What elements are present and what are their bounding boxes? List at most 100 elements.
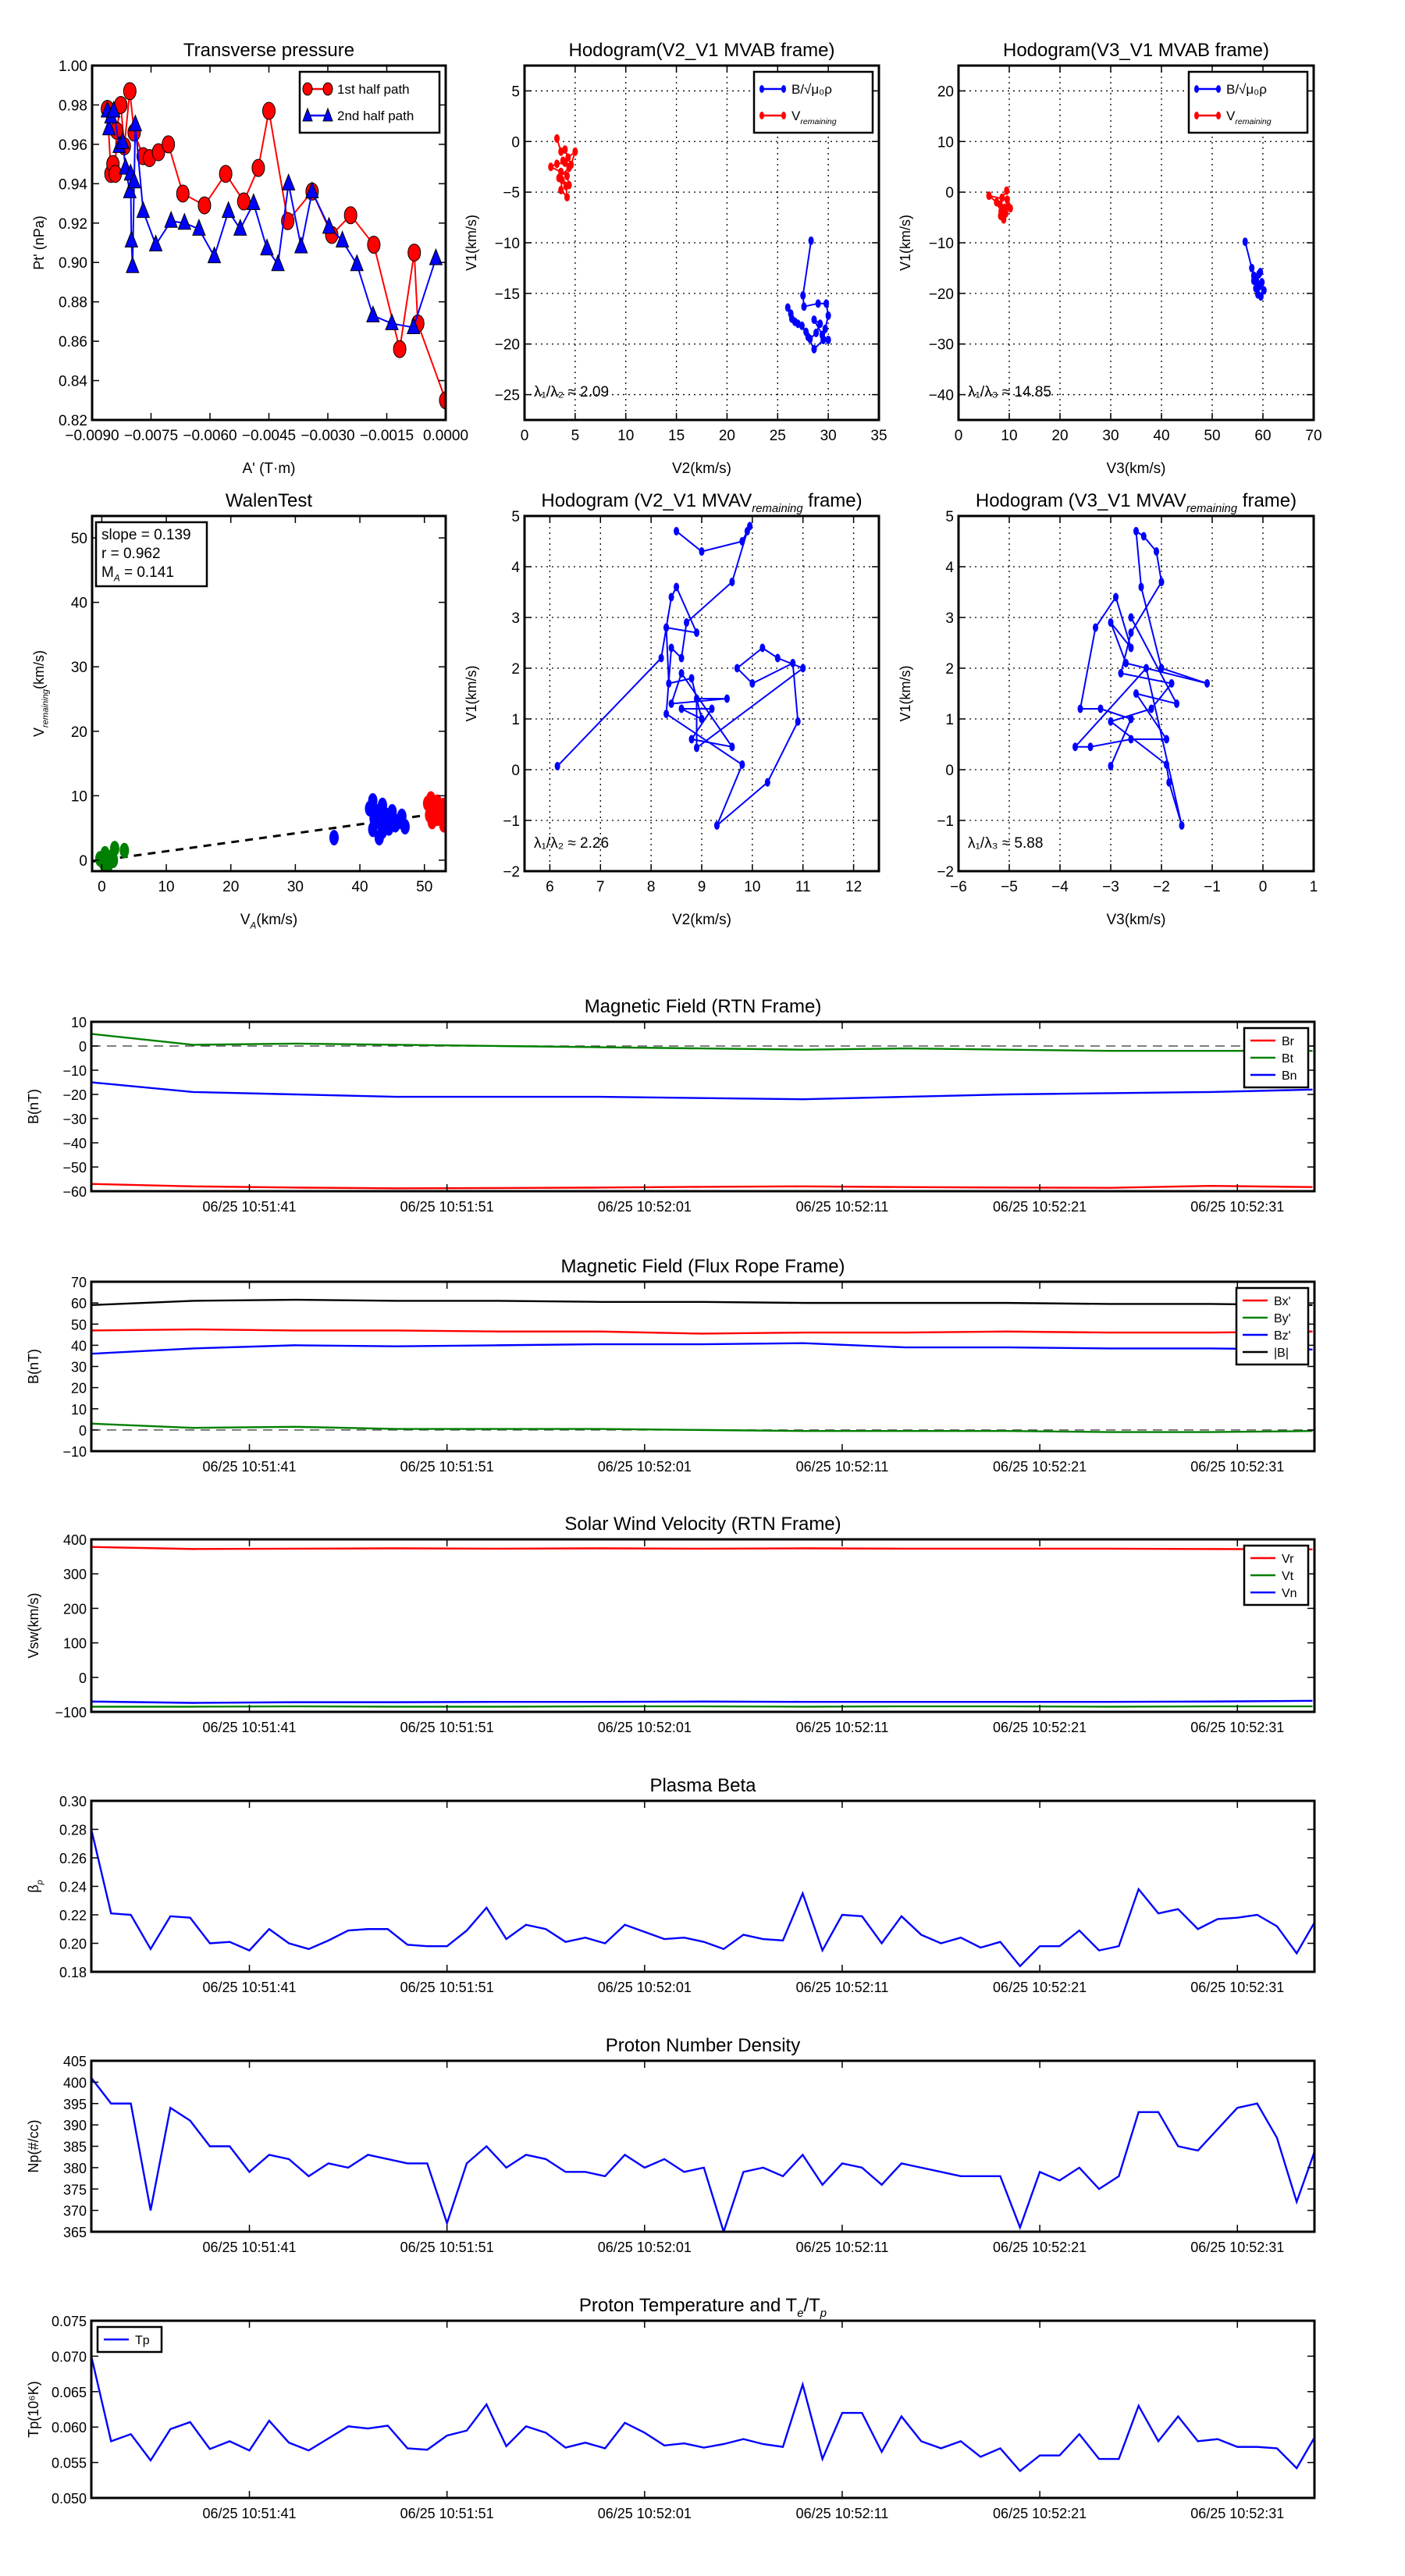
data-point xyxy=(558,186,564,195)
x-tick-label: 06/25 10:51:51 xyxy=(400,1720,494,1735)
data-point xyxy=(997,200,1003,209)
legend-marker xyxy=(759,112,764,119)
data-point xyxy=(374,830,384,846)
x-tick-label: −4 xyxy=(1051,879,1069,895)
legend-label: By' xyxy=(1274,1312,1291,1325)
x-tick-label-part: −3 xyxy=(1102,879,1119,895)
data-point xyxy=(795,717,801,726)
y-tick-label: 20 xyxy=(937,84,954,100)
x-tick-label: 06/25 10:52:01 xyxy=(598,1459,692,1475)
y-tick-label-part: −20 xyxy=(62,1087,87,1103)
x-tick-label: 20 xyxy=(1051,428,1068,444)
legend-label-part: V xyxy=(791,109,801,123)
series-0 xyxy=(91,1328,1313,1335)
x-axis-label-part: V xyxy=(240,912,251,928)
x-tick-label: 06/25 10:51:41 xyxy=(202,2240,296,2255)
annotation: λ₁/λ₂ ≈ 2.26 xyxy=(534,835,609,852)
y-tick-label: 10 xyxy=(71,788,87,805)
plot-area xyxy=(1072,527,1210,830)
y-tick-label-part: 0 xyxy=(511,763,520,779)
y-tick-label-part: 0 xyxy=(79,1423,87,1439)
y-axis-label: V1(km/s) xyxy=(898,666,913,722)
x-tick-label: −0.0045 xyxy=(242,428,296,444)
legend-item: B/√μ₀ρ xyxy=(1194,82,1267,97)
y-tick-label: 3 xyxy=(945,610,954,627)
chart-title: Hodogram(V3_V1 MVAB frame) xyxy=(1003,40,1269,61)
annotation-text-part: = 0.141 xyxy=(120,564,174,581)
x-axis-label: V3(km/s) xyxy=(1107,912,1166,928)
chart-title-part: e xyxy=(797,2307,803,2320)
legend-marker xyxy=(1216,112,1221,119)
data-point xyxy=(800,664,806,673)
x-tick-label: 7 xyxy=(596,879,605,895)
data-point xyxy=(795,319,801,329)
y-tick-label: 0 xyxy=(79,853,87,870)
data-point xyxy=(439,391,446,410)
y-tick-label-part: 400 xyxy=(63,1532,87,1548)
x-tick-label: −3 xyxy=(1102,879,1119,895)
data-point xyxy=(560,156,566,165)
chart-title: Plasma Beta xyxy=(649,1775,756,1796)
y-axis-label: B(nT) xyxy=(26,1349,41,1384)
y-tick-label-part: 1 xyxy=(945,712,954,728)
x-tick-label: 60 xyxy=(1254,428,1271,444)
x-tick-label-part: 9 xyxy=(698,879,706,895)
data-point xyxy=(674,582,680,592)
x-tick-label: 06/25 10:52:31 xyxy=(1190,1199,1284,1215)
y-tick-label: 365 xyxy=(63,2225,87,2240)
legend-item: 1st half path xyxy=(302,82,410,97)
x-axis-label-part: (km/s) xyxy=(256,912,297,928)
y-tick-label-part: 10 xyxy=(71,788,87,805)
x-tick-label: 30 xyxy=(1102,428,1119,444)
data-point xyxy=(1113,592,1119,602)
legend-item: 2nd half path xyxy=(302,107,414,123)
data-point xyxy=(431,799,441,816)
x-tick-label-part: 35 xyxy=(870,428,887,444)
data-point xyxy=(811,344,817,354)
y-tick-label: −2 xyxy=(937,864,954,881)
data-point xyxy=(699,714,705,724)
x-tick-label-part: 06/25 10:52:11 xyxy=(796,1199,889,1215)
y-tick-label: 5 xyxy=(511,84,520,100)
x-tick-label: 50 xyxy=(416,879,432,895)
x-tick-label: −0.0030 xyxy=(301,428,354,444)
x-tick-label: 11 xyxy=(795,879,811,895)
y-axis-label-part: V1(km/s) xyxy=(898,666,913,722)
axes-frame xyxy=(90,1538,1316,1713)
data-point xyxy=(127,171,141,189)
data-point xyxy=(1133,527,1139,535)
y-axis-label-part: V xyxy=(31,728,47,737)
data-point xyxy=(734,664,740,673)
legend-item: Bt xyxy=(1250,1052,1294,1066)
x-tick-label-part: 0 xyxy=(521,428,529,444)
data-point xyxy=(774,653,781,663)
data-point xyxy=(1138,582,1144,592)
chart-title-part: Hodogram (V2_V1 MVAV xyxy=(541,490,752,511)
legend-label: Vremaining xyxy=(1226,109,1272,126)
series-2 xyxy=(91,1081,1313,1101)
x-axis-label-part: V2(km/s) xyxy=(672,912,731,928)
axes-frame xyxy=(91,514,447,873)
legend-marker xyxy=(322,82,333,96)
x-tick-label-part: 06/25 10:52:01 xyxy=(598,2506,692,2521)
data-point xyxy=(668,699,674,708)
data-point xyxy=(176,184,190,203)
legend-label-part: Vn xyxy=(1282,1587,1297,1600)
y-tick-label: 30 xyxy=(71,660,87,676)
x-tick-label-part: 06/25 10:52:21 xyxy=(993,2240,1087,2255)
data-point xyxy=(566,163,572,173)
x-tick-label: 0.0000 xyxy=(423,428,468,444)
data-point xyxy=(106,100,121,118)
y-tick-label-part: 380 xyxy=(63,2161,87,2176)
legend-label-part: Bx' xyxy=(1274,1295,1291,1308)
legend-box xyxy=(298,70,441,134)
x-tick-label-part: 06/25 10:52:21 xyxy=(993,1720,1087,1735)
y-tick-label-part: 0.84 xyxy=(59,374,87,390)
data-point xyxy=(221,201,236,219)
y-tick-label: −15 xyxy=(495,286,520,303)
y-tick-label-part: 0 xyxy=(945,763,954,779)
x-tick-label: 06/25 10:52:01 xyxy=(598,1720,692,1735)
data-point xyxy=(136,201,151,219)
data-point xyxy=(1007,204,1013,213)
data-point xyxy=(1249,263,1255,272)
